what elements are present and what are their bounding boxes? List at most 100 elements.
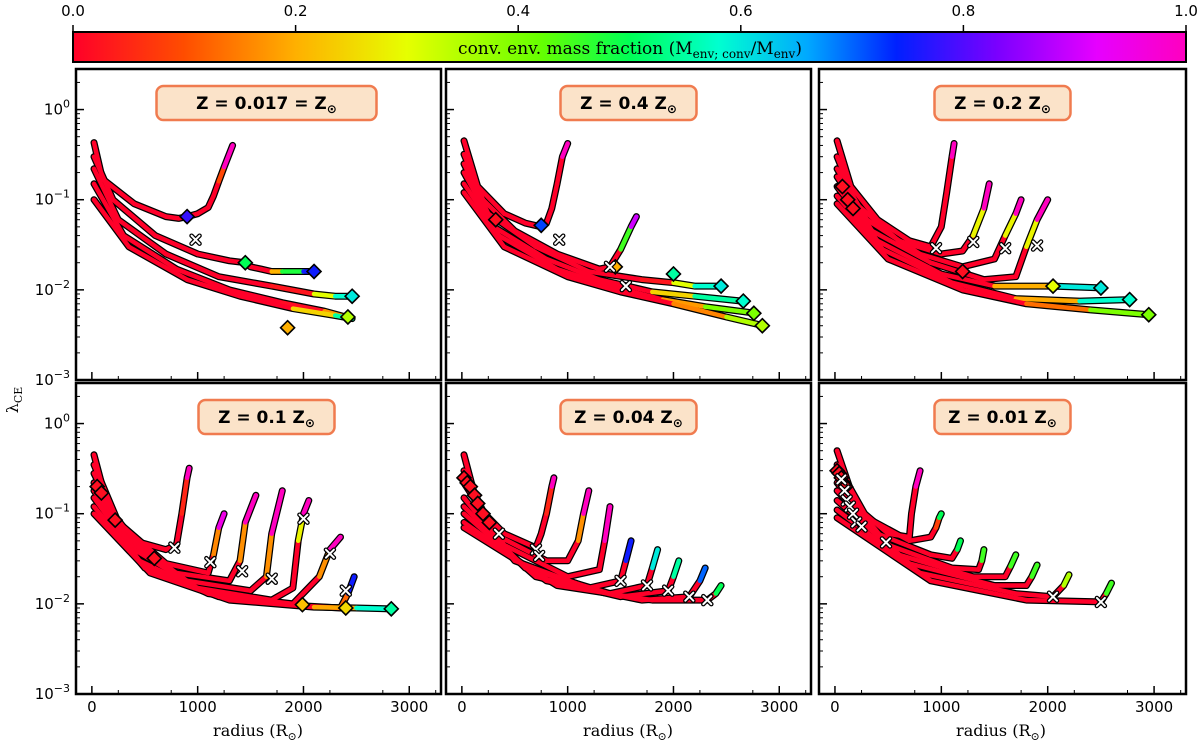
track-segment <box>554 266 613 289</box>
track-segment <box>575 511 586 544</box>
track-segment <box>116 217 169 257</box>
track-segment <box>211 179 222 199</box>
track-segment <box>979 547 987 564</box>
track-segment <box>917 251 965 270</box>
colorbar: 0.0 0.2 0.4 0.6 0.8 1.0 conv. env. mass fract… <box>61 2 1198 63</box>
x-tick-label: 3000 <box>1135 698 1173 716</box>
diamond-marker <box>1044 277 1062 295</box>
track-segment <box>864 217 923 257</box>
cross-marker <box>204 555 217 569</box>
panel-frame <box>444 381 813 696</box>
diamond-marker <box>481 514 498 531</box>
track-segment <box>692 293 745 304</box>
track-segment <box>960 287 1029 307</box>
track-segment <box>992 233 1008 262</box>
metallicity-label: Z = 0.1 Z⊙ <box>218 408 315 430</box>
track-segment <box>491 224 549 262</box>
track-segment <box>885 542 955 571</box>
track-segment <box>496 233 560 272</box>
track-segment <box>311 291 338 299</box>
track-segment <box>907 511 914 540</box>
track-segment <box>153 233 200 257</box>
track-segment <box>565 567 602 579</box>
diamond-marker <box>754 317 771 334</box>
track-segment <box>290 538 301 591</box>
track-segment <box>928 578 1029 603</box>
cross-marker <box>1046 590 1060 603</box>
metallicity-label-box <box>155 84 378 122</box>
track-segment <box>650 547 660 571</box>
track-segment <box>179 475 190 516</box>
evolution-track <box>834 201 1152 317</box>
diamond-marker <box>339 308 357 326</box>
y-tick-label: 10−2 <box>35 278 70 299</box>
track-segment <box>1013 591 1056 599</box>
track-segment <box>949 280 1019 301</box>
diamond-marker <box>954 263 971 280</box>
diamond-marker <box>745 305 763 322</box>
cross-marker <box>879 536 893 549</box>
cross-marker <box>838 484 851 497</box>
cross-marker <box>339 584 353 597</box>
evolution-track <box>834 138 957 250</box>
diamond-marker <box>107 511 124 529</box>
track-segment <box>461 525 560 588</box>
track-segment <box>834 138 854 189</box>
track-segment <box>970 206 987 238</box>
diamond-marker <box>146 550 163 567</box>
cross-marker <box>998 241 1012 255</box>
track-segment <box>554 583 655 603</box>
track-segment <box>280 300 327 314</box>
track-segment <box>713 583 724 596</box>
panel-4: 100 10−1 10−2 10−3 0 1000 2000 3000 Z = 0.1 Z⊙ <box>35 381 443 716</box>
panel-1: 100 10−1 10−2 10−3 Z = 0.017 = Z⊙ <box>35 67 443 389</box>
track-segment <box>896 552 976 579</box>
x-tick-label: 0 <box>830 698 840 716</box>
y-tick-label: 10−3 <box>35 368 70 389</box>
track-segment <box>913 468 923 489</box>
evolution-track <box>91 154 317 274</box>
track-segment <box>565 538 581 564</box>
track-segment <box>501 211 528 226</box>
track-segment <box>697 565 708 584</box>
panel-frame <box>444 67 813 382</box>
track-segment <box>163 251 222 279</box>
track-segment <box>650 289 697 299</box>
diamond-marker <box>343 288 361 305</box>
track-segment <box>184 578 253 593</box>
track-segment <box>174 266 232 293</box>
cross-marker <box>492 527 506 540</box>
diamond-marker <box>1140 306 1157 323</box>
x-tick-label: 0 <box>457 698 467 716</box>
y-tick-label: 10−1 <box>35 502 70 523</box>
cross-marker <box>619 279 633 293</box>
track-segment <box>939 190 949 230</box>
colorbar-tick-label: 0.8 <box>951 2 975 20</box>
track-segment <box>126 244 190 282</box>
track-segment <box>290 306 338 318</box>
diamond-marker <box>279 319 296 336</box>
track-segment <box>216 511 227 530</box>
track-segment <box>1024 597 1104 605</box>
diamond-marker <box>469 495 486 512</box>
track-segment <box>907 561 997 588</box>
track-segment <box>560 141 570 159</box>
track-segment <box>264 531 274 579</box>
cross-marker <box>168 541 181 554</box>
track-segment <box>549 475 557 489</box>
track-segment <box>269 585 296 603</box>
track-segment <box>147 570 232 603</box>
track-segment <box>248 574 269 593</box>
track-segment <box>91 511 153 576</box>
track-segment <box>1002 211 1019 238</box>
track-segment <box>174 570 232 584</box>
track-segment <box>581 488 592 516</box>
track-segment <box>290 574 322 607</box>
track-segment <box>869 228 933 265</box>
cross-marker <box>1094 595 1108 609</box>
track-segment <box>237 293 296 311</box>
track-segment <box>618 224 634 252</box>
diamond-marker <box>93 484 110 502</box>
track-segment <box>1013 197 1024 216</box>
